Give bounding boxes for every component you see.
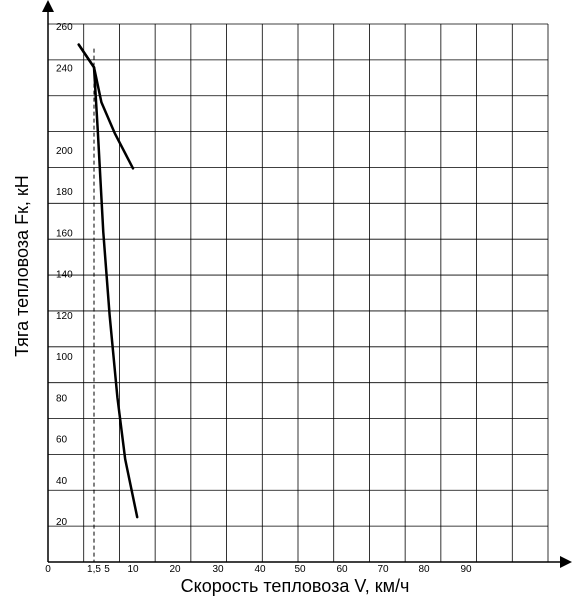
x-tick-label: 50: [294, 564, 306, 575]
chart-axes: [42, 0, 572, 568]
x-tick-label: 80: [418, 564, 430, 575]
y-tick-label: 20: [56, 517, 68, 528]
y-axis-title: Тяга тепловоза Fк, кН: [12, 175, 32, 357]
x-tick-label: 5: [104, 564, 110, 575]
chart-grid: [47, 23, 549, 563]
y-tick-label: 260: [56, 22, 73, 33]
x-tick-label: 20: [169, 564, 181, 575]
y-tick-label: 160: [56, 228, 73, 239]
series-line-1: [77, 43, 135, 170]
data-series: [77, 43, 139, 519]
y-tick-label: 60: [56, 435, 68, 446]
x-tick-label: 40: [254, 564, 266, 575]
x-tick-label: 1,5: [87, 564, 101, 575]
y-tick-label: 140: [56, 270, 73, 281]
x-tick-label: 70: [377, 564, 389, 575]
y-tick-label: 80: [56, 393, 68, 404]
x-tick-label: 90: [460, 564, 472, 575]
x-tick-label: 0: [45, 564, 51, 575]
y-tick-label: 100: [56, 352, 73, 363]
y-tick-labels: 20 40 60 80 100 120 140 160 180 200 240 260: [56, 22, 73, 528]
x-tick-labels: 0 1,5 5 10 20 30 40 50 60 70 80 90: [45, 564, 472, 575]
x-axis-title: Скорость тепловоза V, км/ч: [181, 576, 410, 596]
y-tick-label: 240: [56, 63, 73, 74]
y-tick-label: 200: [56, 146, 73, 157]
x-tick-label: 10: [127, 564, 139, 575]
series-line-2: [77, 43, 139, 519]
x-tick-label: 60: [336, 564, 348, 575]
y-tick-label: 40: [56, 476, 68, 487]
y-tick-label: 180: [56, 187, 73, 198]
x-tick-label: 30: [212, 564, 224, 575]
y-tick-label: 120: [56, 311, 73, 322]
